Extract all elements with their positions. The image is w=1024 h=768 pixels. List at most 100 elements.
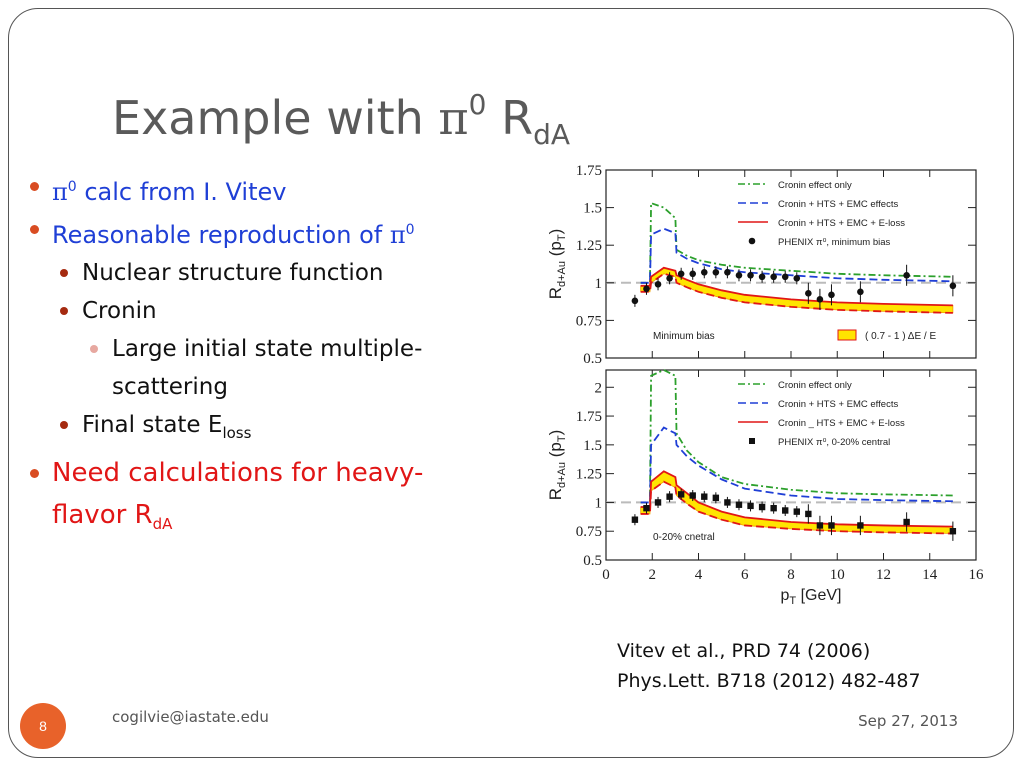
- title-r: R: [486, 91, 534, 145]
- data-point: [724, 268, 731, 276]
- data-point: [816, 522, 824, 529]
- data-point: [631, 297, 639, 305]
- citation-line1: Vitev et al., PRD 74 (2006): [617, 640, 871, 662]
- data-point: [857, 288, 864, 296]
- bullet-text-line2: flavor R: [52, 500, 153, 530]
- bullet-item: π0 calc from I. Vitev: [28, 168, 508, 211]
- y-tick-label: 1.5: [583, 201, 602, 217]
- citation: Vitev et al., PRD 74 (2006) Phys.Lett. B…: [617, 636, 921, 696]
- slide-title: Example with π0 RdA: [112, 88, 570, 151]
- series-line-2: [640, 266, 953, 307]
- y-tick-label: 1.75: [576, 409, 602, 425]
- data-point: [903, 518, 910, 526]
- bullet-dot-icon: [60, 307, 68, 315]
- data-point: [654, 499, 662, 506]
- footer-email: cogilvie@iastate.edu: [112, 708, 269, 726]
- bullet-dot-icon: [90, 345, 98, 353]
- bullet-text-line1: Need calculations for heavy-: [52, 458, 424, 488]
- sub-sub-bullet-item: Large initial state multiple-scattering: [28, 330, 508, 406]
- band-low-line: [640, 480, 953, 535]
- bullet-pi: π: [389, 221, 406, 249]
- plot-frame: [605, 169, 977, 359]
- bullet-sup: 0: [67, 179, 77, 195]
- citation-line2: Phys.Lett. B718 (2012) 482-487: [617, 670, 921, 692]
- y-tick-label: 1.25: [576, 238, 602, 254]
- data-point: [793, 274, 801, 282]
- sub-bullet-item: Final state Eloss: [28, 406, 508, 452]
- x-tick-label: 0: [602, 567, 610, 583]
- data-point: [758, 273, 766, 281]
- data-point: [793, 508, 800, 515]
- legend-label: Cronin + HTS + EMC + E-loss: [778, 218, 905, 229]
- title-sup: 0: [468, 88, 487, 121]
- data-point: [770, 273, 777, 281]
- legend-label: Cronin + HTS + EMC effects: [778, 399, 898, 410]
- y-tick-label: 0.5: [583, 351, 602, 367]
- data-point: [689, 492, 696, 499]
- panel-annotation: Minimum bias: [653, 331, 715, 342]
- bullet-text: calc from I. Vitev: [76, 178, 287, 206]
- data-point: [735, 271, 743, 279]
- legend-label: Cronin + HTS + EMC effects: [778, 199, 898, 210]
- data-point: [805, 290, 812, 297]
- bullet-text: Nuclear structure function: [82, 260, 384, 286]
- x-tick-label: 10: [830, 567, 845, 583]
- data-point: [677, 491, 685, 498]
- y-tick-label: 1.5: [583, 438, 602, 454]
- legend-marker: [748, 237, 756, 245]
- sub-bullet-item: Cronin: [28, 292, 508, 330]
- data-point: [666, 274, 673, 282]
- x-tick-label: 16: [969, 567, 985, 583]
- data-point: [643, 504, 650, 512]
- y-tick-label: 0.5: [583, 553, 602, 569]
- rdau-figure: 0.5 0.75 1 1.25 1.5 1.75 Rd+Au (pT) Cronin effe…: [543, 163, 993, 613]
- data-point: [735, 501, 743, 508]
- bullet-list: π0 calc from I. Vitev Reasonable reprodu…: [28, 168, 508, 545]
- data-point: [781, 273, 789, 281]
- page-number-badge: 8: [20, 703, 66, 749]
- bullet-pi: π: [52, 178, 68, 206]
- panel-annotation: 0-20% cnetral: [653, 532, 715, 543]
- y-tick-label: 0.75: [576, 524, 602, 540]
- y-axis-label: Rd+Au (pT): [546, 229, 568, 300]
- x-tick-label: 4: [695, 567, 703, 583]
- x-tick-label: 6: [741, 567, 749, 583]
- data-point: [857, 522, 864, 529]
- bullet-dot-icon: [30, 469, 39, 478]
- bullet-item: Need calculations for heavy-flavor RdA: [28, 452, 508, 545]
- data-point: [700, 268, 708, 276]
- data-point: [701, 493, 708, 500]
- x-axis-label: pT [GeV]: [781, 587, 842, 607]
- y-tick-label: 2: [595, 380, 603, 396]
- data-point: [828, 291, 835, 299]
- bullet-item: Reasonable reproduction of π0: [28, 211, 508, 254]
- y-tick-label: 1.25: [576, 467, 602, 483]
- data-point: [949, 282, 957, 290]
- x-tick-label: 12: [876, 567, 891, 583]
- bullet-dot-icon: [60, 421, 68, 429]
- y-tick-label: 1: [595, 495, 603, 511]
- bullet-dot-icon: [30, 182, 39, 191]
- y-tick-label: 1: [595, 276, 603, 292]
- bullet-sup: 0: [405, 222, 415, 238]
- bullet-sub: dA: [152, 515, 173, 533]
- rdau-chart: 0.5 0.75 1 1.25 1.5 1.75 Rd+Au (pT) Cronin effe…: [546, 163, 985, 607]
- legend-label: Cronin _ HTS + EMC + E-loss: [778, 418, 905, 429]
- bullet-text: Final state E: [82, 412, 223, 438]
- data-point: [770, 504, 777, 512]
- band-legend-swatch: [837, 329, 857, 341]
- band-legend-label: ( 0.7 - 1 ) ΔE / E: [865, 331, 936, 342]
- series-line-0: [640, 201, 953, 284]
- data-point: [828, 522, 835, 529]
- y-tick-label: 1.75: [576, 163, 602, 179]
- data-point: [654, 281, 662, 288]
- sub-bullet-item: Nuclear structure function: [28, 254, 508, 292]
- legend-label: Cronin effect only: [778, 180, 852, 191]
- data-point: [903, 271, 910, 279]
- x-tick-label: 2: [649, 567, 657, 583]
- series-line-0: [640, 369, 953, 504]
- series-line-1: [640, 227, 953, 284]
- series-line-1: [640, 426, 953, 504]
- band-low-line: [640, 272, 953, 314]
- legend-marker: [749, 438, 755, 444]
